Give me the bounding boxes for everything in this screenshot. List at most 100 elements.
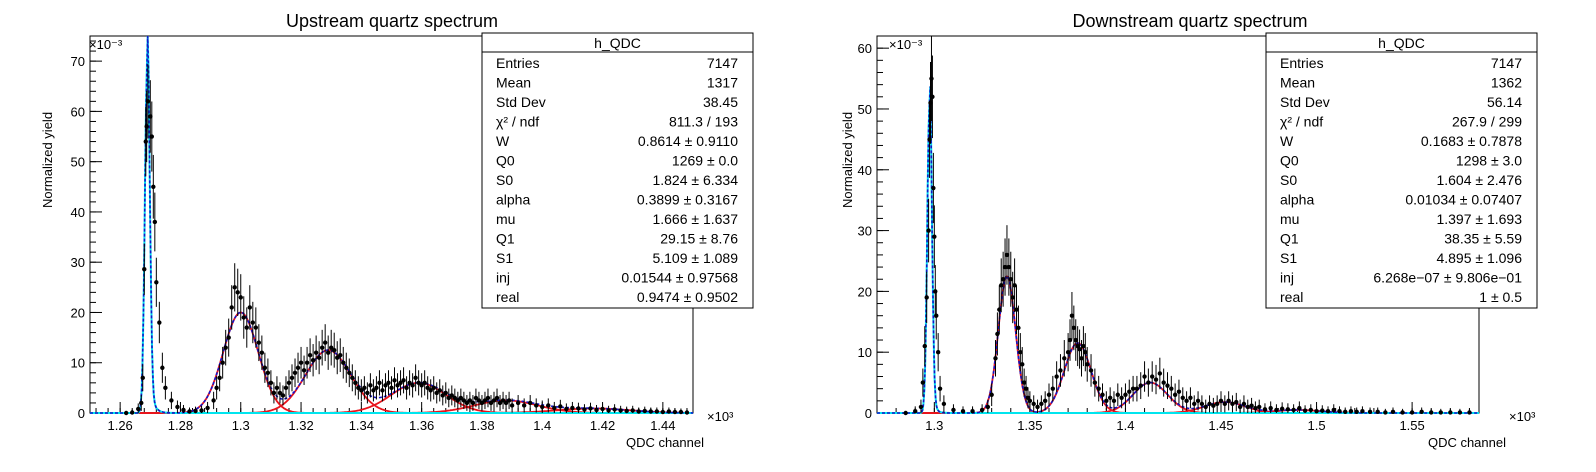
data-point bbox=[347, 370, 352, 375]
data-point bbox=[235, 290, 240, 295]
total-fit-curve bbox=[877, 86, 1479, 414]
data-point bbox=[338, 352, 343, 358]
data-point bbox=[941, 401, 947, 407]
data-point bbox=[999, 283, 1004, 288]
stats-row-label: Std Dev bbox=[496, 94, 546, 110]
downstream-panel: Downstream quartz spectrum Normalized yi… bbox=[840, 11, 1538, 450]
data-point bbox=[636, 409, 641, 414]
data-point bbox=[1211, 403, 1216, 408]
data-point bbox=[506, 398, 512, 403]
data-point bbox=[1448, 410, 1453, 415]
data-point bbox=[1083, 349, 1088, 355]
data-point bbox=[304, 360, 310, 365]
stats-row-label: inj bbox=[1280, 270, 1294, 286]
y-tick-label: 70 bbox=[71, 54, 85, 69]
stats-row-label: alpha bbox=[496, 192, 530, 208]
data-point bbox=[416, 380, 421, 386]
data-point bbox=[419, 383, 424, 388]
stats-row-value: 1362 bbox=[1491, 75, 1522, 91]
stats-row-value: 1.666 ± 1.637 bbox=[652, 211, 738, 227]
x-tick-label: 1.32 bbox=[288, 418, 313, 433]
data-point bbox=[253, 325, 259, 330]
data-point bbox=[1050, 386, 1056, 391]
data-point bbox=[1062, 356, 1067, 361]
data-point bbox=[995, 331, 1000, 337]
data-point bbox=[286, 380, 292, 386]
y-tick-label: 40 bbox=[858, 163, 872, 178]
data-point bbox=[143, 139, 148, 144]
data-point bbox=[238, 295, 243, 300]
stats-row-label: real bbox=[1280, 289, 1303, 305]
data-point bbox=[1230, 401, 1235, 407]
data-point bbox=[160, 365, 165, 370]
data-point bbox=[1176, 389, 1182, 394]
data-point bbox=[931, 185, 936, 191]
data-point bbox=[329, 345, 334, 350]
data-point bbox=[407, 380, 412, 386]
data-point bbox=[256, 340, 262, 345]
data-point bbox=[1314, 408, 1319, 414]
data-point bbox=[934, 313, 939, 318]
stats-row-label: S1 bbox=[496, 250, 513, 266]
data-point bbox=[1127, 389, 1132, 394]
stats-row-value: 5.109 ± 1.089 bbox=[652, 250, 738, 266]
stats-row-label: χ² / ndf bbox=[496, 114, 539, 130]
data-point bbox=[642, 408, 647, 414]
data-point bbox=[398, 380, 403, 386]
data-point bbox=[1257, 404, 1262, 410]
data-point bbox=[922, 343, 927, 349]
stats-row-label: alpha bbox=[1280, 192, 1314, 208]
data-point bbox=[226, 335, 231, 340]
data-point bbox=[1018, 349, 1023, 355]
data-point bbox=[443, 390, 448, 396]
data-point bbox=[1367, 409, 1373, 414]
stats-row-label: W bbox=[1280, 133, 1294, 149]
data-point bbox=[356, 385, 361, 391]
data-point bbox=[488, 400, 494, 406]
stats-row-label: Std Dev bbox=[1280, 94, 1330, 110]
data-point bbox=[1214, 401, 1220, 407]
data-point bbox=[1375, 409, 1380, 414]
x-tick-label: 1.3 bbox=[232, 418, 250, 433]
data-point bbox=[1302, 408, 1308, 413]
x-exponent-label: ×10³ bbox=[707, 409, 734, 424]
data-point bbox=[1325, 408, 1331, 414]
stats-row-label: Entries bbox=[496, 55, 540, 71]
data-point bbox=[1279, 406, 1285, 411]
data-point bbox=[1192, 401, 1197, 407]
data-point bbox=[1104, 398, 1109, 404]
data-point bbox=[193, 408, 198, 414]
data-point bbox=[1092, 380, 1098, 385]
data-point bbox=[437, 388, 442, 393]
data-point bbox=[960, 408, 966, 414]
data-point bbox=[1119, 395, 1124, 400]
data-point bbox=[985, 404, 991, 410]
stats-row-label: S1 bbox=[1280, 250, 1297, 266]
data-point bbox=[428, 388, 433, 393]
data-point bbox=[594, 407, 599, 413]
x-tick-label: 1.35 bbox=[1017, 418, 1042, 433]
data-point bbox=[377, 380, 382, 386]
data-point bbox=[926, 228, 931, 233]
data-point bbox=[295, 365, 301, 370]
data-point bbox=[341, 360, 346, 365]
data-point bbox=[497, 400, 503, 406]
data-point bbox=[368, 383, 373, 388]
data-point bbox=[401, 378, 406, 383]
data-point bbox=[1429, 410, 1434, 415]
data-point bbox=[1467, 410, 1472, 415]
data-point bbox=[371, 388, 376, 393]
data-point bbox=[1107, 395, 1113, 400]
data-point bbox=[1002, 264, 1008, 270]
data-point bbox=[350, 375, 355, 381]
data-point bbox=[1085, 362, 1090, 367]
data-point bbox=[142, 267, 147, 272]
x-tick-label: 1.36 bbox=[409, 418, 434, 433]
data-point bbox=[1071, 325, 1077, 331]
y-tick-label: 0 bbox=[78, 406, 85, 421]
data-point bbox=[1285, 407, 1291, 412]
stats-row-value: 7147 bbox=[707, 55, 738, 71]
data-point bbox=[588, 406, 593, 411]
data-point bbox=[217, 375, 222, 381]
data-point bbox=[169, 398, 174, 403]
